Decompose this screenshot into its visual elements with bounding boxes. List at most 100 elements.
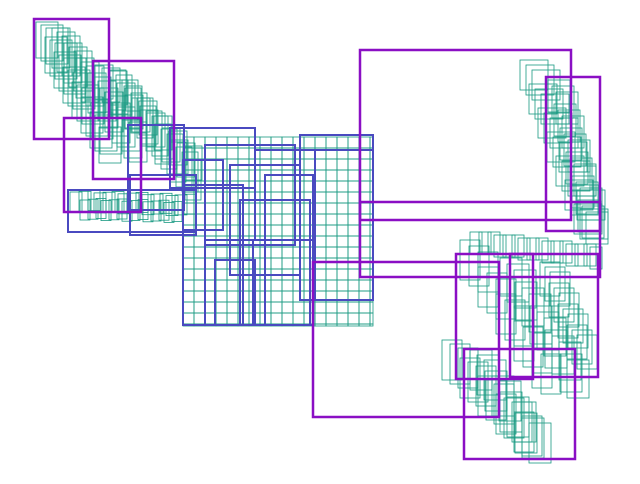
grid-cell bbox=[226, 246, 239, 259]
grid-cell bbox=[336, 257, 349, 270]
grid-cell bbox=[358, 279, 371, 292]
cascade-cell bbox=[529, 305, 553, 345]
cascade-cell bbox=[61, 35, 81, 77]
outer-rect bbox=[62, 116, 143, 214]
grid-cell bbox=[215, 290, 228, 303]
grid-cell bbox=[292, 257, 305, 270]
cascade-cell bbox=[567, 139, 591, 173]
cascade-cell bbox=[163, 201, 175, 223]
mid-rect bbox=[129, 174, 197, 236]
grid-cell bbox=[325, 268, 338, 281]
grid-cell bbox=[336, 279, 349, 292]
cascade-cell bbox=[561, 115, 585, 149]
grid-cell bbox=[226, 290, 239, 303]
grid-cell bbox=[270, 191, 283, 204]
cascade-cell bbox=[87, 72, 107, 114]
cascade-cell bbox=[101, 67, 121, 103]
grid-cell bbox=[292, 279, 305, 292]
cascade-cell bbox=[491, 375, 515, 417]
grid-cell bbox=[215, 268, 228, 281]
grid-cell bbox=[281, 213, 294, 226]
grid-cell bbox=[347, 301, 360, 314]
grid-cell bbox=[325, 191, 338, 204]
cascade-cell bbox=[115, 74, 133, 116]
cascade-cell bbox=[94, 64, 114, 100]
cascade-cell bbox=[528, 83, 558, 115]
grid-cell bbox=[226, 191, 239, 204]
grid-cell bbox=[292, 301, 305, 314]
grid-cell bbox=[204, 147, 217, 160]
cell-layer bbox=[35, 21, 609, 464]
grid-cell bbox=[347, 136, 360, 149]
cascade-cell bbox=[514, 412, 538, 454]
cascade-cell bbox=[549, 271, 571, 307]
grid-cell bbox=[314, 246, 327, 259]
grid-cell bbox=[215, 246, 228, 259]
cascade-cell bbox=[459, 239, 481, 281]
cascade-cell bbox=[517, 237, 531, 261]
grid-cell bbox=[336, 180, 349, 193]
grid-cell bbox=[226, 136, 239, 149]
grid-cell bbox=[325, 246, 338, 259]
grid-cell bbox=[281, 312, 294, 325]
mid-rect bbox=[182, 184, 244, 326]
grid-cell bbox=[182, 290, 195, 303]
cascade-cell bbox=[558, 341, 582, 381]
outer-rect bbox=[462, 347, 577, 461]
cascade-cell bbox=[100, 200, 112, 222]
grid-cell bbox=[204, 246, 217, 259]
grid-cell bbox=[182, 279, 195, 292]
cascade-cell bbox=[63, 42, 83, 84]
mid-rect bbox=[314, 149, 374, 301]
grid-cell bbox=[292, 312, 305, 325]
grid-cell bbox=[226, 147, 239, 160]
mid-rect bbox=[214, 259, 256, 326]
cascade-cell bbox=[80, 61, 100, 103]
grid-cell bbox=[325, 235, 338, 248]
outer-rect bbox=[508, 252, 600, 379]
cascade-cell bbox=[68, 46, 88, 88]
grid-cell bbox=[314, 213, 327, 226]
cascade-cell bbox=[543, 317, 567, 357]
grid-cell bbox=[281, 202, 294, 215]
cascade-cell bbox=[145, 110, 163, 152]
grid-cell bbox=[325, 158, 338, 171]
grid-cell bbox=[215, 279, 228, 292]
cascade-cell bbox=[553, 103, 577, 137]
grid-cell bbox=[226, 169, 239, 182]
cascade-cell bbox=[562, 308, 584, 344]
grid-cell bbox=[336, 191, 349, 204]
grid-cell bbox=[204, 191, 217, 204]
grid-cell bbox=[270, 301, 283, 314]
cascade-cell bbox=[565, 151, 589, 185]
grid-cell bbox=[182, 246, 195, 259]
cascade-cell bbox=[540, 93, 570, 125]
grid-cell bbox=[237, 169, 250, 182]
grid-cell bbox=[347, 158, 360, 171]
grid-cell bbox=[292, 246, 305, 259]
grid-cell bbox=[281, 279, 294, 292]
cascade-cell bbox=[495, 293, 517, 335]
grid-cell bbox=[303, 158, 316, 171]
cascade-cell bbox=[550, 240, 564, 264]
grid-cell bbox=[270, 213, 283, 226]
grid-cell bbox=[336, 268, 349, 281]
grid-cell bbox=[314, 312, 327, 325]
cascade-cell bbox=[498, 380, 522, 422]
grid-cell bbox=[193, 257, 206, 270]
grid-cell bbox=[347, 213, 360, 226]
grid-cell bbox=[193, 268, 206, 281]
grid-cell bbox=[336, 202, 349, 215]
grid-cell bbox=[347, 257, 360, 270]
cascade-cell bbox=[121, 79, 139, 121]
outer-rect bbox=[91, 59, 176, 181]
outer-rect bbox=[358, 200, 602, 279]
grid-cell bbox=[314, 191, 327, 204]
grid-cell bbox=[270, 180, 283, 193]
grid-cell bbox=[226, 312, 239, 325]
mid-rect bbox=[182, 159, 224, 231]
grid-cell bbox=[314, 323, 327, 327]
grid-cell bbox=[325, 180, 338, 193]
grid-cell bbox=[336, 213, 349, 226]
